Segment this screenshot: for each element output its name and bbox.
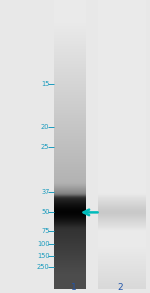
Text: 2: 2 — [117, 283, 123, 292]
Text: 37: 37 — [41, 189, 50, 195]
Text: 1: 1 — [71, 283, 76, 292]
Text: 20: 20 — [41, 124, 50, 130]
Text: 150: 150 — [37, 253, 50, 259]
Text: 25: 25 — [41, 144, 50, 150]
Text: 100: 100 — [37, 241, 50, 247]
Text: 50: 50 — [41, 209, 50, 215]
Text: 250: 250 — [37, 264, 50, 270]
Text: 15: 15 — [41, 81, 50, 87]
Text: 75: 75 — [41, 228, 50, 234]
